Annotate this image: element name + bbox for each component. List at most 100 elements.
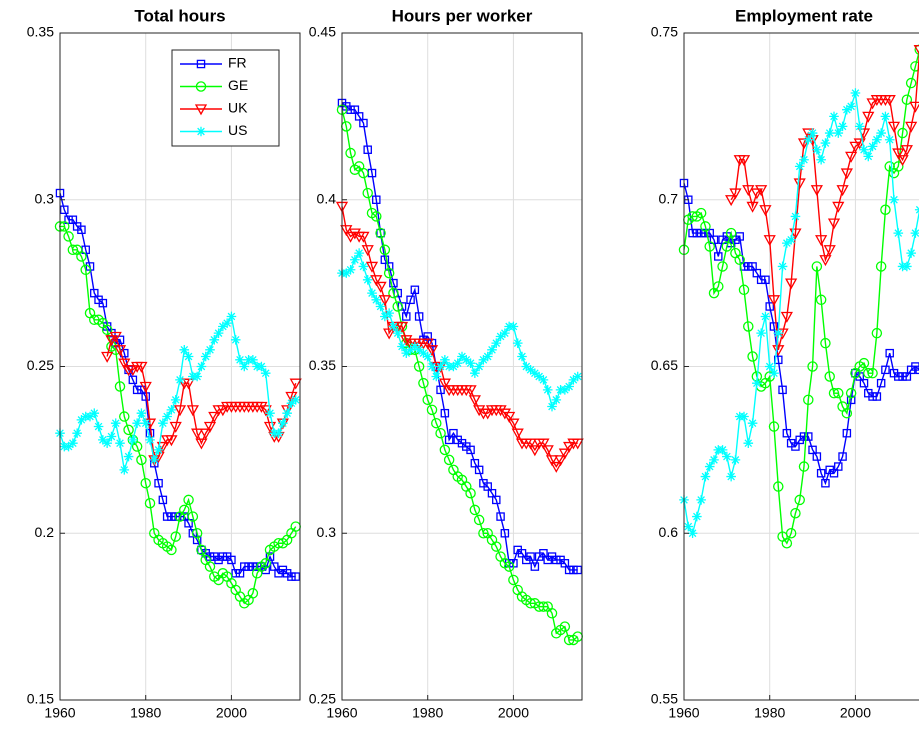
- marker-circle: [196, 544, 207, 556]
- marker-circle: [166, 544, 177, 556]
- marker-triangle: [400, 335, 413, 347]
- marker-circle: [191, 528, 203, 539]
- marker-triangle: [101, 351, 114, 363]
- marker-asterisk: [235, 355, 245, 365]
- marker-triangle: [550, 461, 563, 473]
- marker-circle: [734, 254, 745, 266]
- marker-square: [709, 235, 719, 245]
- marker-triangle: [361, 245, 374, 257]
- marker-triangle: [909, 101, 919, 113]
- y-tick-label: 0.35: [27, 24, 54, 40]
- marker-asterisk: [136, 408, 147, 418]
- marker-square: [218, 552, 228, 561]
- marker-asterisk: [414, 345, 424, 355]
- marker-circle: [388, 287, 399, 299]
- marker-asterisk: [572, 371, 583, 382]
- marker-triangle: [395, 321, 409, 333]
- y-tick-label: 0.6: [659, 524, 679, 540]
- marker-circle: [413, 361, 425, 372]
- x-tick-label: 1960: [668, 705, 699, 721]
- marker-circle: [725, 227, 737, 239]
- marker-square: [774, 355, 783, 365]
- marker-square: [196, 59, 206, 69]
- marker-asterisk: [872, 134, 882, 145]
- marker-asterisk: [517, 351, 527, 362]
- marker-asterisk: [700, 471, 711, 482]
- marker-asterisk: [842, 104, 852, 115]
- marker-asterisk: [153, 445, 164, 455]
- marker-asterisk: [530, 368, 540, 378]
- y-tick-label: 0.65: [651, 357, 678, 373]
- marker-circle: [187, 511, 199, 522]
- marker-asterisk: [880, 111, 891, 122]
- marker-triangle: [819, 255, 832, 267]
- marker-square: [911, 362, 919, 371]
- marker-asterisk: [179, 345, 190, 355]
- marker-triangle: [905, 121, 918, 133]
- marker-square: [804, 432, 813, 441]
- marker-square: [128, 375, 138, 385]
- marker-asterisk: [230, 335, 241, 345]
- marker-circle: [469, 504, 481, 516]
- marker-circle: [880, 204, 891, 216]
- marker-triangle: [887, 121, 901, 133]
- marker-square: [359, 118, 368, 128]
- marker-square: [231, 569, 240, 578]
- marker-asterisk: [362, 274, 373, 285]
- marker-square: [842, 428, 852, 438]
- marker-circle: [375, 227, 386, 239]
- marker-triangle: [742, 185, 755, 197]
- legend-label: FR: [228, 55, 247, 71]
- marker-asterisk: [341, 268, 352, 278]
- marker-square: [154, 478, 163, 488]
- marker-circle: [807, 361, 818, 372]
- marker-square: [440, 408, 450, 418]
- marker-asterisk: [709, 455, 719, 465]
- marker-circle: [101, 324, 113, 336]
- marker-asterisk: [218, 321, 228, 332]
- marker-asterisk: [170, 395, 181, 405]
- marker-triangle: [126, 365, 139, 377]
- marker-circle: [392, 301, 403, 312]
- marker-square: [474, 465, 484, 475]
- marker-asterisk: [260, 368, 271, 378]
- marker-asterisk: [183, 351, 194, 362]
- marker-asterisk: [730, 455, 741, 465]
- marker-triangle: [571, 438, 584, 450]
- marker-circle: [183, 494, 194, 506]
- marker-square: [782, 428, 792, 438]
- marker-circle: [362, 187, 373, 199]
- marker-triangle: [139, 381, 152, 393]
- marker-square: [402, 312, 411, 321]
- marker-square: [569, 565, 578, 575]
- x-tick-label: 2000: [840, 705, 871, 721]
- marker-asterisk: [854, 121, 865, 132]
- marker-circle: [790, 507, 801, 519]
- marker-circle: [260, 558, 271, 569]
- marker-circle: [371, 211, 382, 222]
- marker-square: [410, 285, 420, 295]
- marker-circle: [358, 167, 369, 179]
- marker-asterisk: [278, 418, 288, 428]
- marker-asterisk: [760, 311, 771, 322]
- marker-square: [692, 228, 702, 238]
- marker-triangle: [537, 438, 550, 450]
- marker-asterisk: [350, 254, 360, 265]
- marker-asterisk: [722, 451, 732, 462]
- marker-circle: [713, 281, 724, 292]
- marker-asterisk: [491, 338, 502, 348]
- marker-circle: [781, 538, 793, 549]
- marker-asterisk: [534, 371, 544, 382]
- marker-asterisk: [123, 451, 134, 462]
- marker-circle: [435, 427, 446, 439]
- marker-asterisk: [162, 411, 172, 422]
- marker-asterisk: [910, 228, 919, 238]
- marker-square: [838, 452, 847, 461]
- y-tick-label: 0.25: [27, 357, 54, 373]
- marker-asterisk: [145, 435, 155, 445]
- marker-triangle: [913, 45, 919, 55]
- marker-asterisk: [512, 338, 523, 348]
- marker-square: [799, 432, 809, 441]
- marker-asterisk: [747, 418, 758, 428]
- y-tick-label: 0.3: [317, 524, 337, 540]
